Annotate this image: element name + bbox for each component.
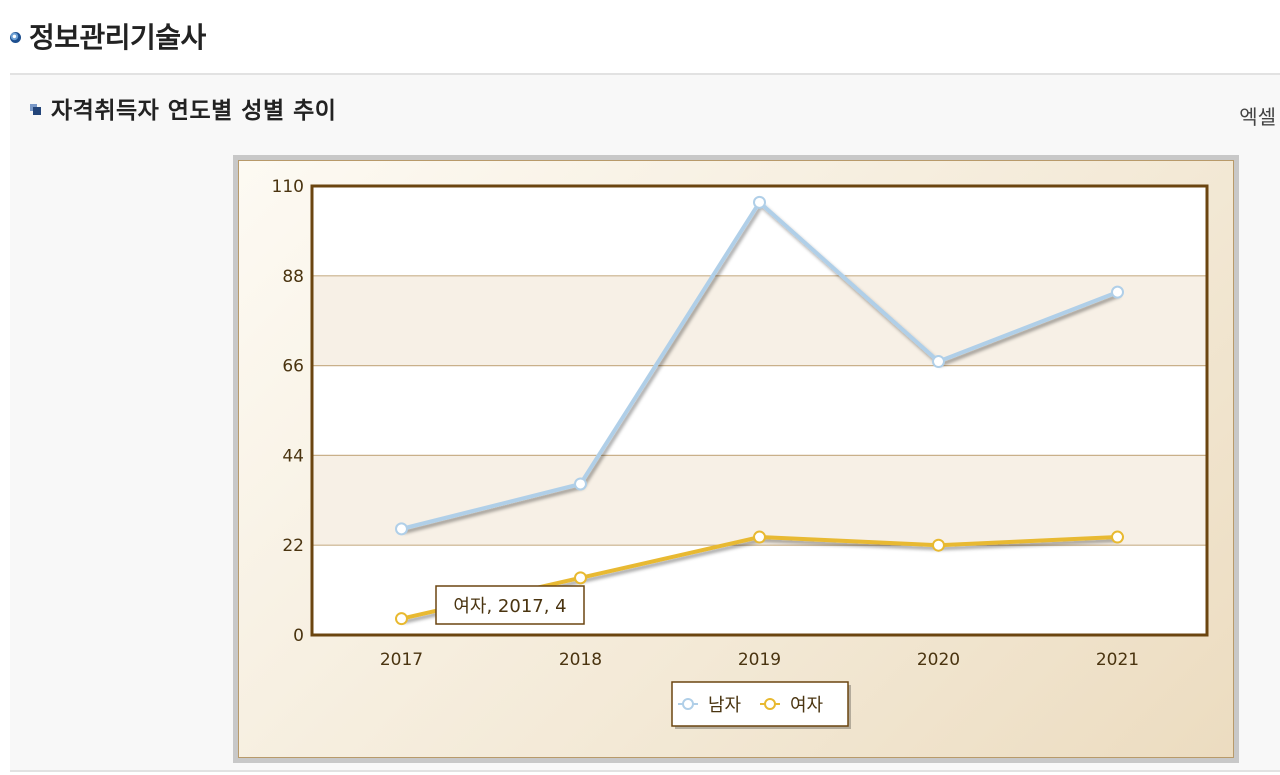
y-tick-label: 22 xyxy=(282,536,304,556)
chart-section: 자격취득자 연도별 성별 추이 엑셀 0 22 44 66 88 110 2017 2018 2… xyxy=(10,73,1280,772)
x-tick-label: 2017 xyxy=(380,650,423,670)
plot-background xyxy=(312,186,1207,635)
chart-frame: 0 22 44 66 88 110 2017 2018 2019 2020 2021 남자 여자 여자, … xyxy=(233,155,1239,763)
grid-band xyxy=(312,455,1207,546)
x-tick-label: 2020 xyxy=(917,650,960,670)
page-title: 정보관리기술사 xyxy=(10,16,206,56)
y-tick-label: 88 xyxy=(282,267,304,287)
legend-label: 여자 xyxy=(790,695,824,716)
data-point xyxy=(574,477,587,491)
legend-marker xyxy=(682,698,694,710)
section-bullet-icon xyxy=(30,103,41,115)
x-tick-label: 2018 xyxy=(559,650,602,670)
y-tick-label: 44 xyxy=(282,446,304,466)
title-bullet-icon xyxy=(10,31,21,43)
data-point xyxy=(932,538,945,552)
section-title-text: 자격취득자 연도별 성별 추이 xyxy=(51,98,337,124)
grid-band xyxy=(312,275,1207,366)
x-tick-label: 2019 xyxy=(738,650,781,670)
tooltip-text: 여자, 2017, 4 xyxy=(453,596,566,617)
legend-label: 남자 xyxy=(708,695,742,716)
data-point xyxy=(1111,530,1124,544)
y-tick-label: 110 xyxy=(272,177,304,197)
line-chart: 0 22 44 66 88 110 2017 2018 2019 2020 2021 남자 여자 여자, … xyxy=(272,177,1209,729)
data-point xyxy=(574,571,587,585)
data-point xyxy=(395,522,408,536)
legend-marker xyxy=(764,698,776,710)
data-point xyxy=(753,195,766,209)
tooltip-box xyxy=(435,585,585,625)
y-tick-label: 0 xyxy=(293,626,304,646)
x-tick-label: 2021 xyxy=(1096,650,1139,670)
plot-border xyxy=(310,184,1209,637)
data-point xyxy=(395,612,408,626)
data-point xyxy=(753,530,766,544)
data-point xyxy=(1111,285,1124,299)
section-title: 자격취득자 연도별 성별 추이 xyxy=(30,91,336,125)
data-point xyxy=(932,355,945,369)
bottom-divider xyxy=(10,770,1280,772)
page-title-text: 정보관리기술사 xyxy=(29,21,206,54)
chart-area: 0 22 44 66 88 110 2017 2018 2019 2020 2021 남자 여자 여자, … xyxy=(238,160,1234,758)
y-tick-label: 66 xyxy=(282,357,304,377)
excel-download-link[interactable]: 엑셀 xyxy=(1239,105,1276,129)
